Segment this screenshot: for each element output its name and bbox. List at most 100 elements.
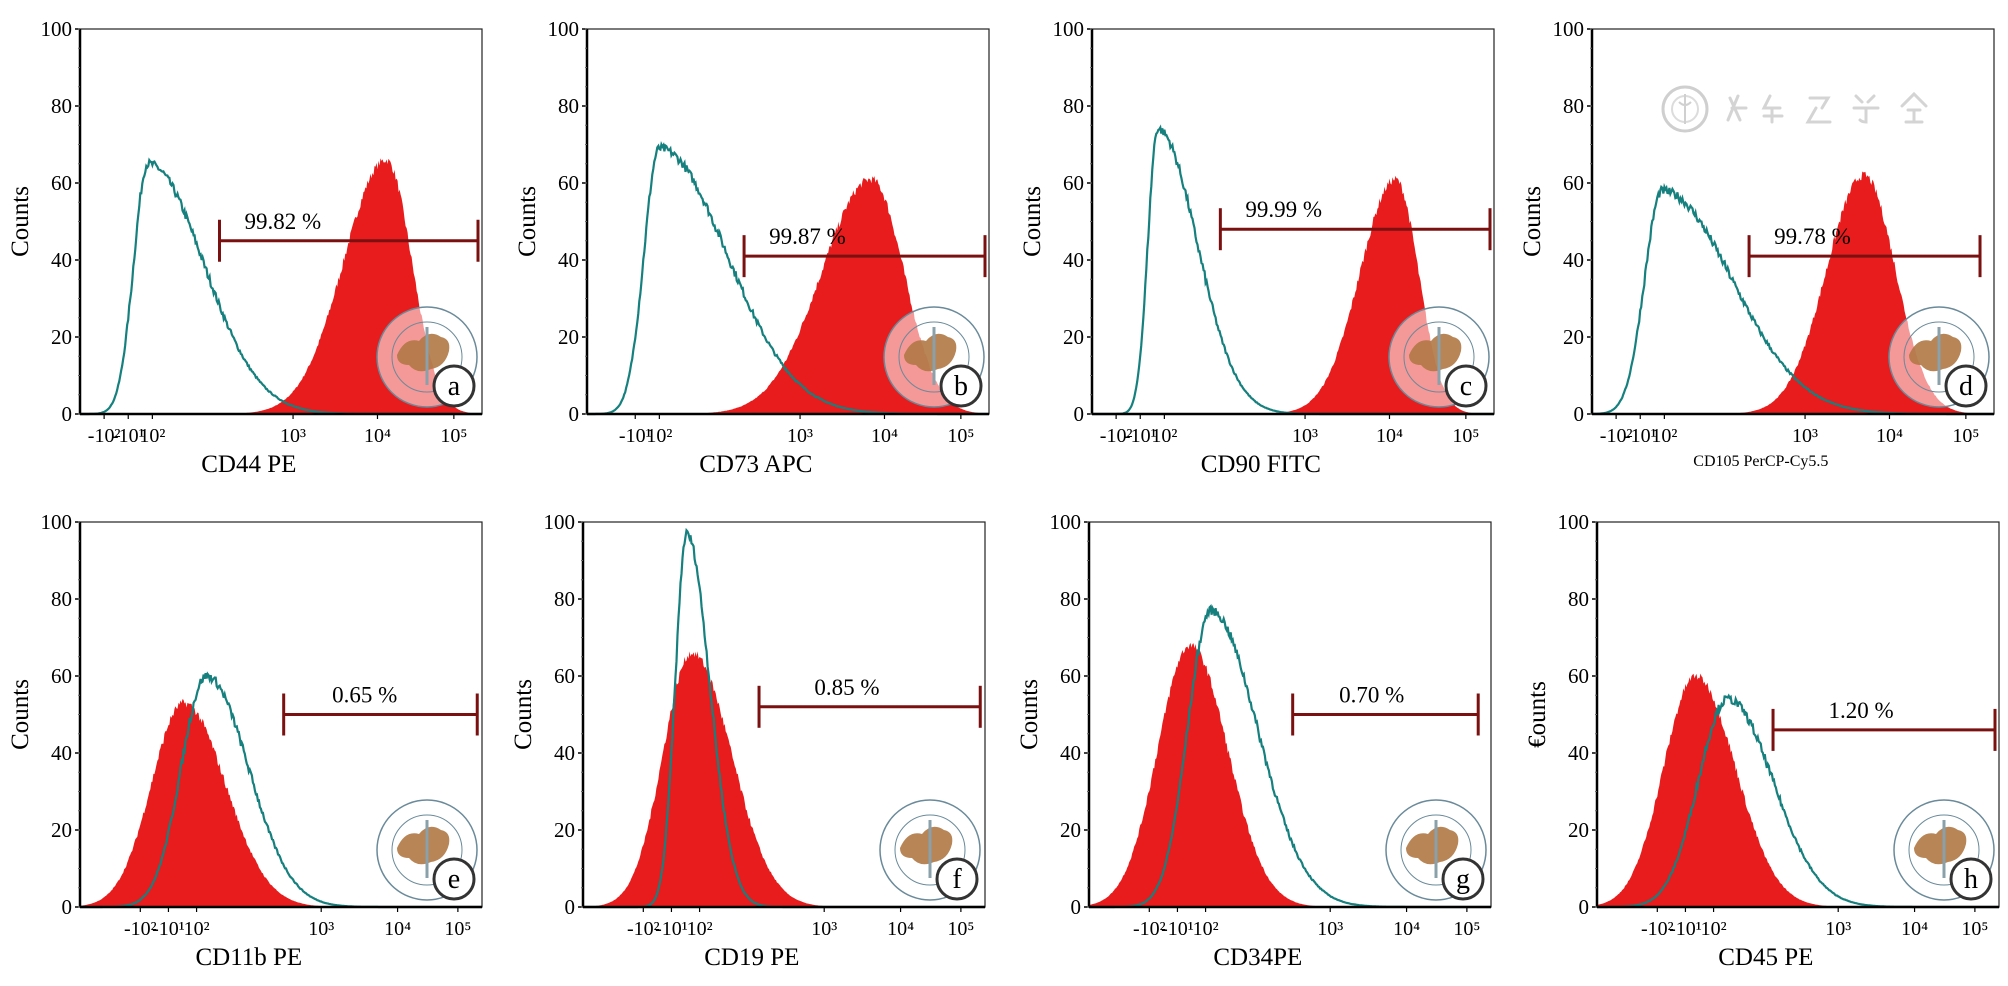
- seal-map: [900, 826, 953, 865]
- y-tick-label: 0: [62, 895, 73, 919]
- y-tick-label: 0: [1074, 402, 1085, 426]
- panel-letter: c: [1460, 371, 1472, 402]
- x-tick-label: 10⁴: [1876, 425, 1903, 447]
- panel-letter-circle: [1944, 364, 1988, 408]
- x-tick-label: -10²: [1100, 425, 1133, 447]
- x-axis-label: CD105 PerCP-Cy5.5: [1693, 453, 1828, 470]
- panel-letter: e: [448, 864, 460, 895]
- panel-letter: d: [1959, 371, 1973, 402]
- x-axis-label: CD73 APC: [699, 451, 812, 478]
- panel-letter: a: [448, 371, 461, 402]
- society-seal-icon: b: [883, 306, 985, 408]
- x-tick-label: -10¹: [1669, 918, 1702, 940]
- y-tick-label: 60: [51, 171, 72, 195]
- y-tick-label: 100: [41, 510, 73, 534]
- x-axis-label: CD44 PE: [201, 451, 296, 478]
- histogram-panel-e: 0 20 40 60 80 100 -10² -10¹ 10² 10³ 10⁴ 10⁵ Counts CD…: [0, 493, 510, 986]
- y-tick-label: 0: [1574, 402, 1585, 426]
- x-axis-label: CD19 PE: [704, 944, 799, 971]
- y-tick-label: 40: [558, 248, 579, 272]
- panel-letter-circle: [432, 857, 476, 901]
- sample-histogram: [583, 651, 985, 907]
- y-tick-label: 60: [51, 664, 72, 688]
- histogram-panel-b: 0 20 40 60 80 100 -10¹ 10² 10³ 10⁴ 10⁵ Counts CD73 A…: [507, 0, 1017, 493]
- x-tick-label: 10⁵: [947, 425, 974, 447]
- seal-map: [397, 826, 450, 865]
- gate-percentage: 99.99 %: [1245, 197, 1322, 222]
- panel-letter-circle: [1949, 857, 1993, 901]
- x-tick-label: -10¹: [152, 918, 185, 940]
- y-tick-label: 20: [1563, 325, 1584, 349]
- gate-percentage: 0.70 %: [1339, 683, 1404, 708]
- x-tick-label: 10⁴: [1901, 918, 1928, 940]
- panel-letter-circle: [935, 857, 979, 901]
- x-tick-label: 10²: [1701, 918, 1727, 940]
- gate-percentage: 0.85 %: [814, 675, 879, 700]
- y-tick-label: 20: [51, 818, 72, 842]
- watermark-logo: [1660, 84, 1970, 134]
- seal-map: [904, 333, 957, 372]
- x-tick-label: -10²: [1600, 425, 1633, 447]
- panel-letter: g: [1456, 864, 1470, 895]
- x-tick-label: -10²: [1133, 918, 1166, 940]
- sample-histogram: [80, 699, 482, 907]
- society-seal-icon: d: [1888, 306, 1990, 408]
- x-tick-label: 10⁴: [1393, 918, 1420, 940]
- histogram-panel-h: 0 20 40 60 80 100 -10² -10¹ 10² 10³ 10⁴ 10⁵ €ounts CD…: [1517, 493, 2008, 986]
- x-tick-label: 10³: [308, 918, 334, 940]
- society-seal-icon: c: [1388, 306, 1490, 408]
- y-tick-label: 60: [554, 664, 575, 688]
- y-tick-label: 60: [1568, 664, 1589, 688]
- gate-percentage: 1.20 %: [1829, 698, 1894, 723]
- seal-inner-ring: [1400, 814, 1472, 886]
- seal-map: [1409, 333, 1462, 372]
- seal-inner-ring: [898, 321, 970, 393]
- y-tick-label: 40: [1060, 741, 1081, 765]
- y-tick-label: 80: [554, 587, 575, 611]
- y-tick-label: 40: [554, 741, 575, 765]
- y-tick-label: 20: [554, 818, 575, 842]
- y-tick-label: 100: [548, 17, 580, 41]
- x-tick-label: -10¹: [1124, 425, 1157, 447]
- y-tick-label: 60: [1060, 664, 1081, 688]
- panel-letter: b: [954, 371, 968, 402]
- y-tick-label: 0: [1579, 895, 1590, 919]
- seal-map: [1909, 333, 1962, 372]
- panel-letter-circle: [1441, 857, 1485, 901]
- seal-inner-ring: [391, 321, 463, 393]
- y-tick-label: 20: [51, 325, 72, 349]
- panel-letter: f: [952, 864, 962, 895]
- y-tick-label: 60: [1563, 171, 1584, 195]
- x-tick-label: 10²: [1193, 918, 1219, 940]
- y-tick-label: 80: [1568, 587, 1589, 611]
- x-tick-label: -10¹: [1161, 918, 1194, 940]
- x-tick-label: 10⁵: [947, 918, 974, 940]
- y-tick-label: 80: [558, 94, 579, 118]
- x-tick-label: 10²: [1151, 425, 1177, 447]
- seal-inner-ring: [1903, 321, 1975, 393]
- x-axis-label: CD45 PE: [1718, 944, 1813, 971]
- x-tick-label: -10¹: [619, 425, 652, 447]
- x-tick-label: 10²: [687, 918, 713, 940]
- y-tick-label: 40: [1063, 248, 1084, 272]
- gate-percentage: 99.82 %: [244, 209, 321, 234]
- y-tick-label: 100: [41, 17, 73, 41]
- x-tick-label: 10⁴: [364, 425, 391, 447]
- x-tick-label: -10¹: [1624, 425, 1657, 447]
- y-tick-label: 80: [51, 587, 72, 611]
- y-axis-label: Counts: [1019, 186, 1046, 257]
- x-tick-label: -10²: [88, 425, 121, 447]
- histogram-panel-g: 0 20 40 60 80 100 -10² -10¹ 10² 10³ 10⁴ 10⁵ Counts CD…: [1009, 493, 1519, 986]
- x-tick-label: 10⁵: [1961, 918, 1988, 940]
- y-tick-label: 40: [51, 248, 72, 272]
- y-tick-label: 0: [565, 895, 576, 919]
- society-seal-icon: a: [376, 306, 478, 408]
- y-tick-label: 100: [544, 510, 576, 534]
- x-tick-label: 10²: [1651, 425, 1677, 447]
